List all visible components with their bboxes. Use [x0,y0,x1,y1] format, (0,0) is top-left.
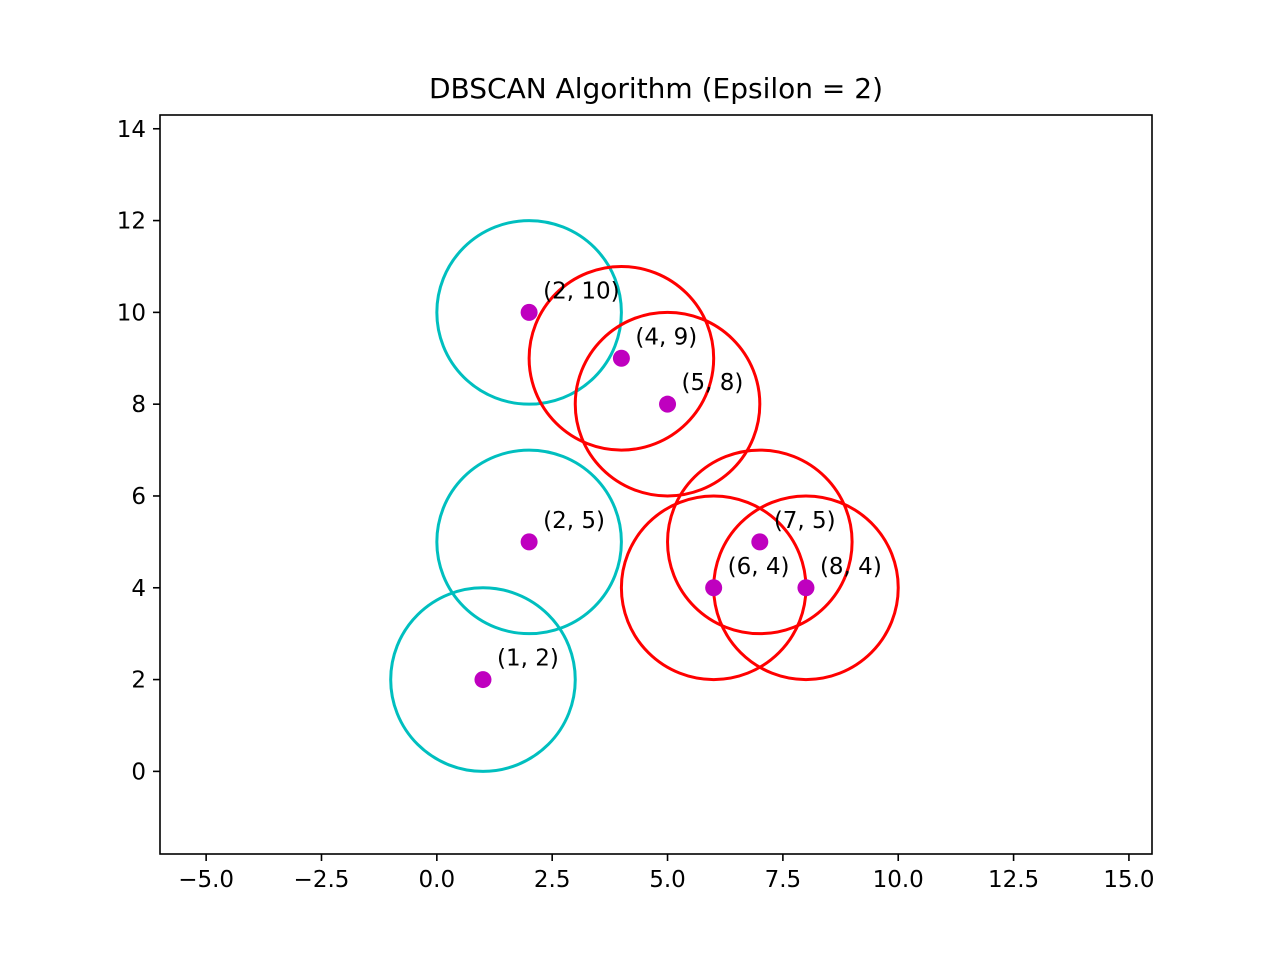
epsilon-circle-3 [389,586,577,773]
epsilon-circle-4 [527,264,716,452]
point-label-7: (6, 4) [728,554,790,580]
epsilon-circle-6 [666,448,854,636]
data-point-3 [474,671,492,689]
y-tick-label-5: 8 [131,392,146,418]
epsilon-circle-2 [435,448,623,636]
point-label-1: (2, 10) [543,278,619,304]
x-tick-label-2: −2.5 [294,867,350,893]
y-tick-label-2: 2 [131,668,146,694]
data-points [474,303,815,689]
epsilon-circles [389,219,900,773]
x-tick-label-3: 0.0 [419,867,456,893]
data-point-6 [751,533,769,551]
x-axis: −5.0 −2.5 0.0 2.5 5.0 7.5 10.0 12.5 15.0 [178,854,1155,893]
x-tick-label-8: 12.5 [988,867,1039,893]
y-tick-label-8: 14 [117,117,146,143]
x-tick-label-1: −5.0 [178,867,234,893]
x-tick-label-7: 10.0 [873,867,924,893]
x-tick-label-4: 2.5 [534,867,571,893]
epsilon-circle-5 [573,310,762,498]
point-label-2: (2, 5) [543,508,605,534]
point-label-6: (7, 5) [774,508,836,534]
point-label-3: (1, 2) [497,646,559,672]
chart-title: DBSCAN Algorithm (Epsilon = 2) [429,72,883,105]
y-tick-label-4: 6 [131,484,146,510]
x-tick-label-9: 15.0 [1103,867,1154,893]
data-point-2 [520,533,538,551]
data-point-7 [705,579,723,597]
data-point-1 [520,303,538,321]
x-tick-label-6: 7.5 [765,867,802,893]
epsilon-circle-1 [435,219,623,406]
x-tick-label-5: 5.0 [649,867,686,893]
y-axis: 0 2 4 6 8 10 12 14 [117,117,160,785]
data-point-4 [612,349,630,367]
plot-frame [159,114,1153,855]
point-label-5: (5, 8) [682,370,744,396]
y-tick-label-6: 10 [117,300,146,326]
point-label-4: (4, 9) [635,324,697,350]
y-tick-label-7: 12 [117,209,146,235]
point-labels: (2, 10) (2, 5) (1, 2) (4, 9) (5, 8) (7, 5) (6,… [497,278,882,671]
y-tick-label-3: 4 [131,576,146,602]
point-label-8: (8, 4) [820,554,882,580]
y-tick-label-1: 0 [131,759,146,785]
data-point-8 [797,579,815,597]
data-point-5 [659,395,677,413]
